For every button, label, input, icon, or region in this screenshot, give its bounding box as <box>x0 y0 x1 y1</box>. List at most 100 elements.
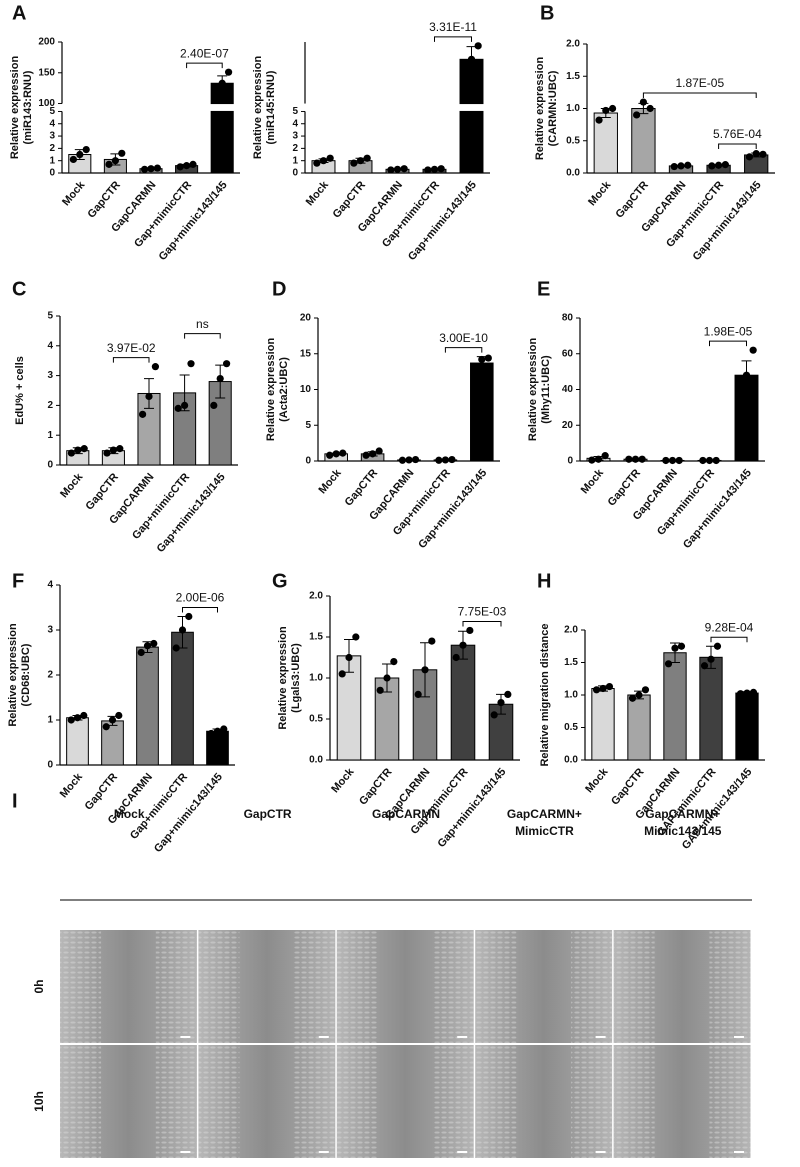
data-point <box>453 654 460 661</box>
y-tick-label: 5 <box>47 311 53 322</box>
data-point <box>442 456 449 463</box>
data-point <box>722 161 729 168</box>
data-point <box>602 107 609 114</box>
data-point <box>743 689 750 696</box>
y-tick-label: 1.0 <box>566 103 580 114</box>
x-tick-label: Gap+mimic143/145 <box>416 467 489 551</box>
micrograph-texture <box>433 930 474 1043</box>
data-point <box>609 105 616 112</box>
data-point <box>141 166 148 173</box>
data-point <box>466 627 473 634</box>
y-tick-label: 0.0 <box>309 755 323 766</box>
y-tick-label: 0.0 <box>566 168 580 179</box>
y-tick-label: 0 <box>292 168 298 179</box>
data-point <box>212 91 219 98</box>
data-point <box>468 56 475 63</box>
data-point <box>115 712 122 719</box>
data-point <box>640 98 647 105</box>
column-header: GapCARMN+ <box>507 807 582 821</box>
data-point <box>214 728 221 735</box>
column-header: GapCARMN <box>372 807 440 821</box>
y-axis-label: (Mhy11:UBC) <box>540 355 552 424</box>
data-point <box>415 691 422 698</box>
data-point <box>110 447 117 454</box>
x-tick-label: GapCTR <box>331 179 369 220</box>
x-tick-label: Mock <box>58 770 86 800</box>
data-point <box>431 166 438 173</box>
y-tick-label: 4 <box>47 580 53 591</box>
p-value: ns <box>196 317 209 331</box>
data-point <box>185 613 192 620</box>
y-tick-label: 1 <box>292 155 298 166</box>
data-point <box>145 393 152 400</box>
data-point <box>642 686 649 693</box>
panel-label: I <box>12 790 18 812</box>
y-axis-label: (Lgals3:UBC) <box>290 643 302 713</box>
data-point <box>116 445 123 452</box>
y-axis-label: Relative expression <box>252 56 264 160</box>
data-point <box>633 111 640 118</box>
data-point <box>210 402 217 409</box>
data-point <box>438 165 445 172</box>
y-tick-label: 2 <box>47 670 53 681</box>
y-tick-label: 10 <box>300 384 312 395</box>
data-point <box>103 723 110 730</box>
data-point <box>313 160 320 167</box>
y-tick-label: 0 <box>47 460 53 471</box>
data-point <box>217 375 224 382</box>
data-point <box>629 695 636 702</box>
bar <box>700 657 722 760</box>
data-point <box>147 165 154 172</box>
data-point <box>699 457 706 464</box>
data-point <box>320 157 327 164</box>
data-point <box>83 146 90 153</box>
data-point <box>357 157 364 164</box>
x-tick-label: GapCTR <box>85 179 123 220</box>
data-point <box>339 450 346 457</box>
data-point <box>713 457 720 464</box>
significance-bracket <box>445 348 481 353</box>
x-tick-label: GapCTR <box>609 766 647 807</box>
data-point <box>327 155 334 162</box>
data-point <box>225 69 232 76</box>
panel-label: A <box>12 2 26 24</box>
data-point <box>714 643 721 650</box>
y-tick-label: 4 <box>49 118 55 129</box>
data-point <box>76 151 83 158</box>
data-point <box>179 626 186 633</box>
significance-bracket <box>463 621 501 626</box>
y-axis-label: Relative expression <box>7 623 19 727</box>
y-tick-label: 15 <box>300 348 312 359</box>
x-tick-label: GapCTR <box>343 467 381 508</box>
data-point <box>339 670 346 677</box>
micrograph-texture <box>198 930 239 1043</box>
p-value: 3.31E-11 <box>429 20 477 34</box>
y-axis-label: (CD68:UBC) <box>20 643 32 706</box>
row-label: 0h <box>32 979 46 993</box>
micrograph-texture <box>614 930 655 1043</box>
data-point <box>706 457 713 464</box>
significance-bracket <box>185 334 221 339</box>
p-value: 2.40E-07 <box>180 46 229 60</box>
data-point <box>68 716 75 723</box>
data-point <box>750 347 757 354</box>
data-point <box>401 165 408 172</box>
axis-break <box>56 104 240 111</box>
data-point <box>383 674 390 681</box>
y-tick-label: 2.0 <box>566 39 580 50</box>
data-point <box>68 449 75 456</box>
data-point <box>118 150 125 157</box>
y-axis-label: (Acta2:UBC) <box>278 357 290 422</box>
significance-bracket <box>710 341 747 346</box>
data-point <box>750 689 757 696</box>
data-point <box>504 691 511 698</box>
y-tick-label: 5 <box>292 106 298 117</box>
data-point <box>74 714 81 721</box>
micrograph-texture <box>709 1045 750 1158</box>
x-tick-label: Mock <box>304 178 332 208</box>
x-tick-label: Gap+mimic143/145 <box>435 766 508 850</box>
micrograph-texture <box>294 930 335 1043</box>
micrograph-texture <box>156 930 197 1043</box>
bar <box>137 647 159 765</box>
